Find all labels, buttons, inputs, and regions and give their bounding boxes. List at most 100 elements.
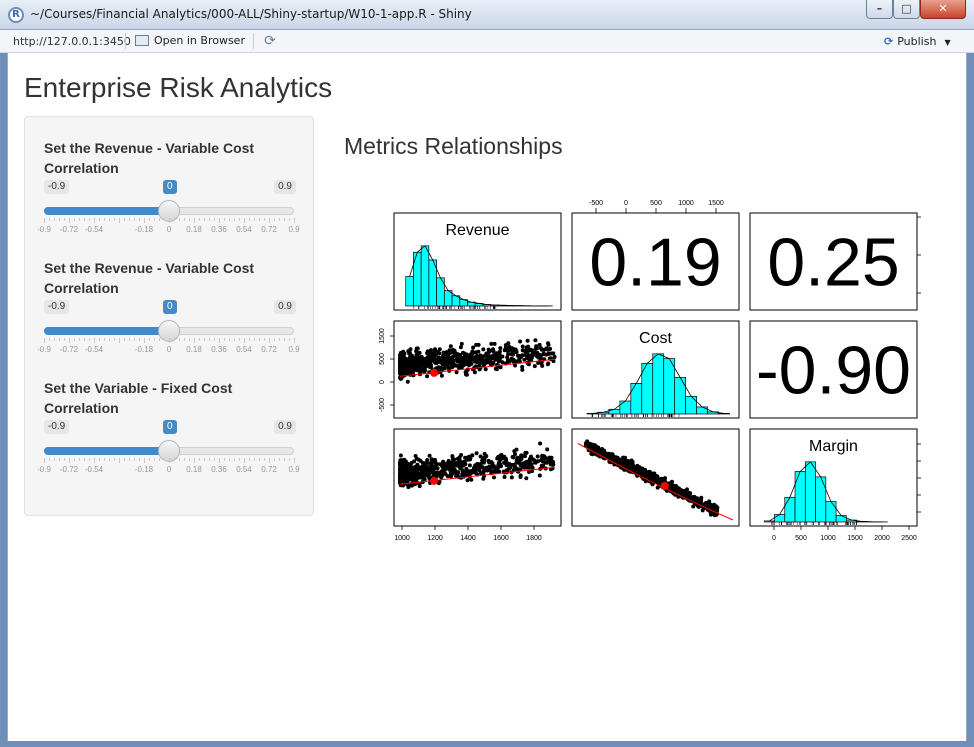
publish-button[interactable]: ⟳ Publish ▼ [884, 35, 951, 48]
scatter-point [467, 463, 472, 468]
slider-tick [104, 338, 105, 341]
slider-tick [249, 218, 250, 221]
scatter-point [491, 465, 496, 470]
axis-tick-label: 1800 [526, 535, 542, 542]
slider-tick-label: -0.18 [134, 345, 154, 354]
slider-tick [44, 218, 45, 223]
scatter-point [496, 455, 501, 459]
slider-tick-label: 0.9 [288, 465, 300, 474]
scatter-point [509, 475, 514, 480]
slider-tick [139, 218, 140, 221]
scatter-point [498, 346, 503, 351]
scatter-point [433, 457, 437, 462]
refresh-icon[interactable]: ⟳ [264, 33, 276, 49]
slider-tick [59, 458, 60, 461]
scatter-point [520, 348, 525, 353]
scatter-point [467, 454, 471, 459]
slider-value-label: 0 [163, 420, 177, 434]
pairs-panel [571, 212, 740, 311]
close-button[interactable]: ✕ [920, 0, 966, 19]
scatter-point [441, 350, 446, 355]
scatter-point [546, 352, 551, 356]
slider-value-label: 0 [163, 300, 177, 314]
slider-control: -0.9 0.9 0 -0.9 -0.72 -0.54 -0.18 0 0.18 0.36 0… [37, 180, 300, 240]
slider-tick [164, 218, 165, 221]
slider-tick-label: 0.54 [236, 345, 252, 354]
slider-tick [234, 218, 235, 221]
scatter-point [525, 465, 530, 470]
scatter-point [645, 474, 649, 479]
slider-tick-label: -0.9 [37, 225, 51, 234]
scatter-point [446, 352, 451, 357]
scatter-point [542, 352, 547, 357]
scatter-point [463, 353, 468, 358]
slider-tick-label: 0 [166, 345, 172, 354]
maximize-button[interactable]: □ [893, 0, 920, 19]
slider-tick [154, 458, 155, 461]
scatter-point [452, 457, 457, 462]
slider-tick [64, 218, 65, 221]
correlation-value: 0.25 [767, 225, 899, 301]
slider-tick-label: -0.72 [59, 465, 79, 474]
scatter-point [532, 364, 537, 369]
scatter-point [539, 347, 544, 352]
histogram-bar [835, 515, 847, 523]
slider-tick [239, 338, 240, 341]
slider-tick [104, 458, 105, 461]
scatter-point [506, 359, 511, 364]
scatter-point [638, 466, 643, 470]
scatter-point [476, 342, 481, 347]
scatter-point [459, 360, 464, 365]
slider-tick-label: 0.9 [288, 345, 300, 354]
maximize-icon: □ [901, 2, 912, 15]
scatter-point [417, 475, 422, 480]
scatter-point [429, 358, 434, 363]
slider-label: Set the Revenue - Variable Cost Correlat… [44, 260, 255, 296]
slider-tick-label: 0 [166, 465, 172, 474]
scatter-point [444, 360, 449, 365]
pairs-plot: Revenue Cost Margin 0.19 0.25 -0.90 -500 0 500 10… [379, 200, 921, 542]
slider-tick [159, 458, 160, 461]
scatter-point [611, 457, 616, 462]
open-in-browser-button[interactable]: Open in Browser [135, 33, 245, 50]
scatter-point [541, 454, 546, 459]
slider-tick [284, 458, 285, 461]
histogram-bar [586, 413, 599, 415]
scatter-point [464, 360, 469, 365]
scatter-point [412, 459, 417, 464]
slider-tick [179, 338, 180, 341]
scatter-point [414, 357, 418, 362]
scatter-point [414, 473, 419, 478]
correlation-value: 0.19 [589, 225, 721, 301]
slider-tick [184, 458, 185, 461]
minimize-button[interactable]: – [866, 0, 893, 19]
slider-tick [119, 218, 120, 223]
histogram-bar [405, 276, 414, 307]
scatter-point [500, 354, 505, 359]
slider-tick [189, 338, 190, 341]
scatter-point [537, 342, 542, 347]
scatter-point [484, 359, 489, 364]
slider-tick [174, 338, 175, 341]
chevron-down-icon: ▼ [944, 38, 951, 47]
scatter-point [651, 477, 656, 482]
axis-tick-label: 1500 [379, 328, 386, 344]
slider-tick [259, 458, 260, 461]
slider-tick [189, 458, 190, 461]
scatter-point [492, 475, 496, 480]
slider-tick [199, 458, 200, 461]
scatter-point [409, 467, 414, 472]
scatter-point [408, 355, 413, 360]
scatter-point [548, 346, 553, 351]
scatter-point [398, 466, 403, 471]
scatter-point [537, 473, 542, 478]
slider-tick [269, 458, 270, 463]
histogram-bar [443, 290, 453, 307]
scatter-point [489, 460, 494, 465]
slider-tick [244, 338, 245, 343]
lowess-fit-line [577, 443, 734, 521]
axis-tick-label: -500 [379, 398, 386, 412]
slider-tick [169, 338, 170, 343]
density-curve [769, 461, 883, 523]
app-content: Enterprise Risk Analytics Set the Revenu… [7, 53, 967, 741]
